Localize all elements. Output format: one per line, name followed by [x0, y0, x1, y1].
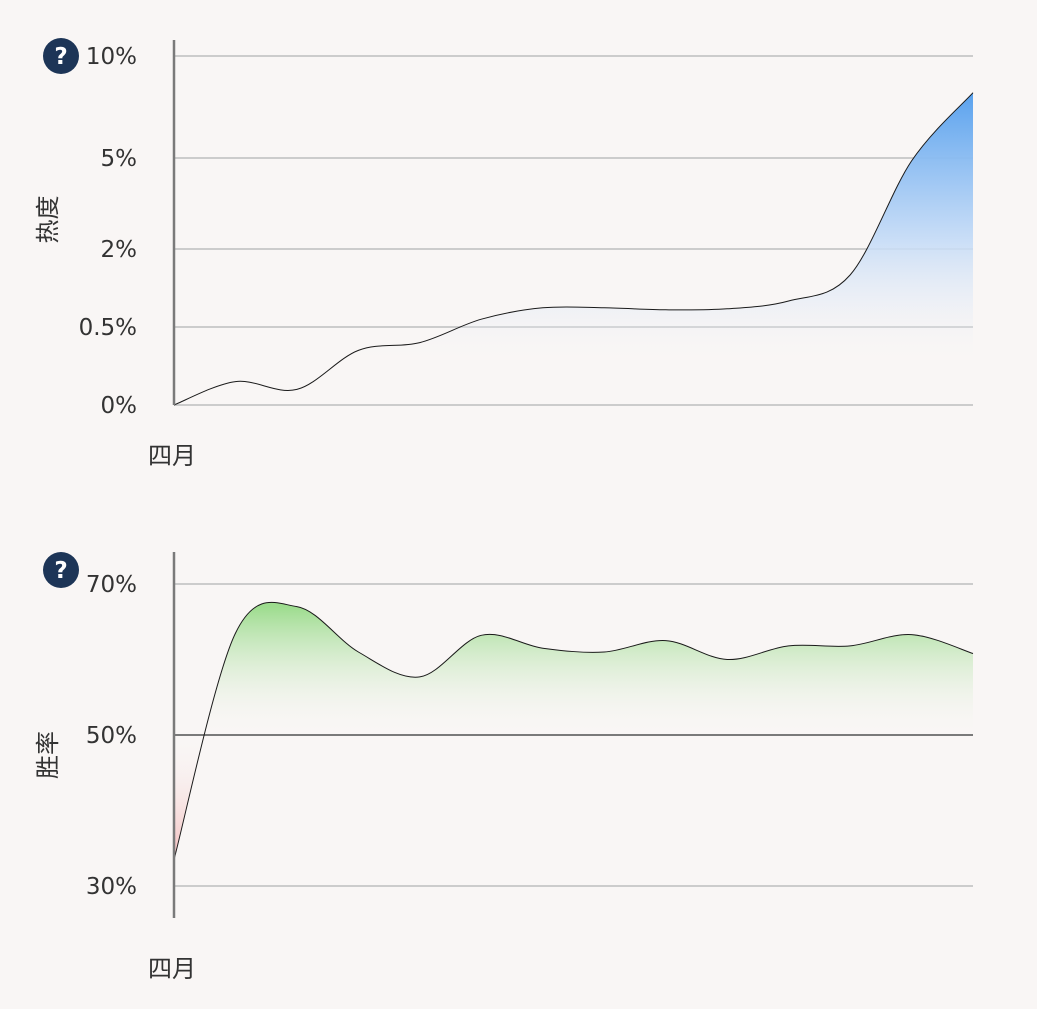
- y-tick-label: 10%: [86, 44, 137, 70]
- area-fill-above: [174, 602, 973, 735]
- y-axis-label: 热度: [34, 196, 62, 244]
- y-tick-label: 0.5%: [79, 315, 137, 341]
- series-line: [173, 601, 974, 860]
- help-icon-circle: [43, 552, 79, 588]
- y-tick-label: 0%: [101, 393, 138, 419]
- help-icon-glyph: ?: [54, 558, 67, 584]
- y-tick-label: 30%: [86, 874, 137, 900]
- y-axis-label: 胜率: [34, 731, 62, 779]
- y-tick-label: 5%: [101, 146, 138, 172]
- x-tick-label: 四月: [148, 442, 196, 470]
- y-tick-label: 70%: [86, 572, 137, 598]
- y-tick-label: 2%: [101, 237, 138, 263]
- question-mark-icon[interactable]: ?: [43, 552, 79, 588]
- question-mark-icon[interactable]: ?: [43, 38, 79, 74]
- series-line: [173, 92, 974, 406]
- help-icon-circle: [43, 38, 79, 74]
- area-fill: [174, 92, 973, 405]
- help-icon-glyph: ?: [54, 44, 67, 70]
- y-tick-label: 50%: [86, 723, 137, 749]
- x-tick-label: 四月: [148, 955, 196, 983]
